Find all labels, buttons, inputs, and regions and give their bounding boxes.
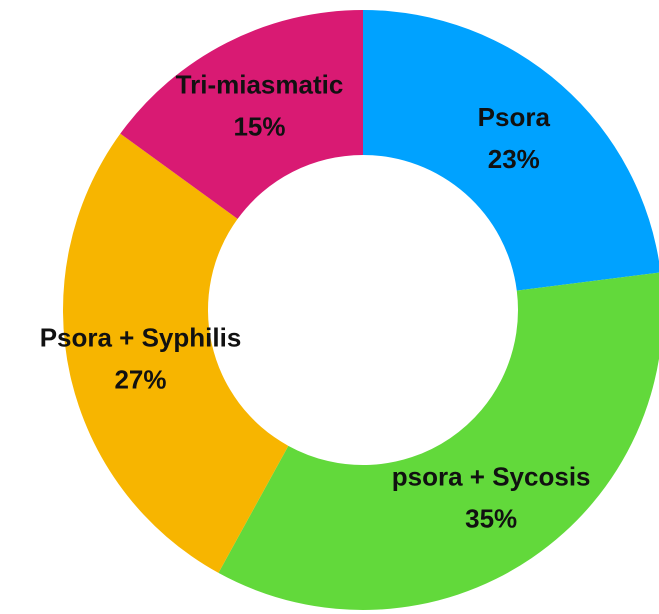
segment-value: 27% (114, 365, 166, 395)
donut-segment (62, 133, 289, 573)
segment-value: 23% (488, 144, 540, 174)
segment-name: Tri-miasmatic (176, 70, 344, 100)
segment-value: 15% (233, 112, 285, 142)
segment-name: psora + Sycosis (392, 461, 591, 491)
donut-segment (120, 10, 364, 219)
donut-segment (363, 10, 659, 291)
segment-name: Psora (478, 102, 551, 132)
segment-name: Psora + Syphilis (40, 323, 242, 353)
segment-value: 35% (465, 503, 517, 533)
donut-segment (218, 272, 659, 610)
